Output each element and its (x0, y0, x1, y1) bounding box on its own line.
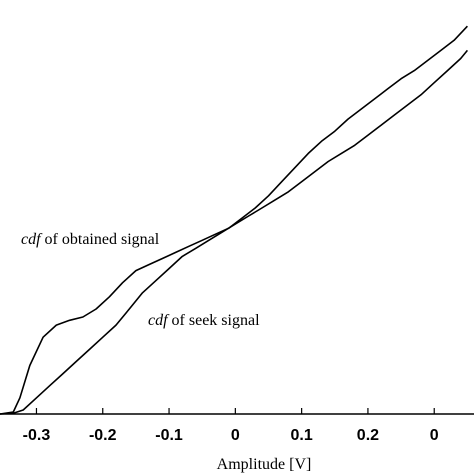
plot-area (0, 25, 474, 415)
annotation-obtained-italic: cdf (21, 231, 43, 248)
series-line-2 (0, 49, 469, 415)
annotation-seek-text: of seek signal (168, 312, 261, 329)
x-axis-label: Amplitude [V] (217, 456, 312, 473)
x-tick-label: 0 (231, 427, 240, 444)
x-tick-label: -0.2 (89, 427, 117, 444)
series-line-1 (0, 25, 468, 415)
annotation-obtained-text: of obtained signal (41, 231, 160, 248)
x-tick-label: -0.3 (23, 427, 51, 444)
x-tick-label: 0 (430, 427, 439, 444)
x-tick-label: -0.1 (155, 427, 183, 444)
x-tick-label: 0.2 (357, 427, 379, 444)
annotation-seek-italic: cdf (148, 312, 170, 329)
x-axis-ticks: -0.3 -0.2 -0.1 0 0.1 0.2 0 (23, 408, 439, 444)
annotation-obtained: cdf of obtained signal (21, 231, 160, 248)
x-tick-label: 0.1 (291, 427, 313, 444)
annotation-seek: cdf of seek signal (148, 312, 260, 329)
